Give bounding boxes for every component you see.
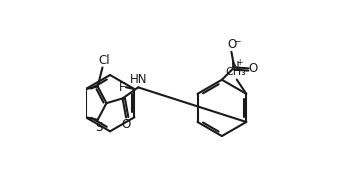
Text: N: N (231, 60, 240, 73)
Text: −: − (233, 36, 240, 45)
Text: O: O (228, 38, 237, 51)
Text: CH₃: CH₃ (226, 67, 246, 77)
Text: S: S (95, 121, 102, 134)
Text: HN: HN (130, 73, 148, 86)
Text: O: O (248, 62, 257, 75)
Text: Cl: Cl (98, 54, 110, 67)
Text: +: + (236, 58, 243, 67)
Text: F: F (119, 81, 126, 94)
Text: O: O (122, 118, 131, 131)
